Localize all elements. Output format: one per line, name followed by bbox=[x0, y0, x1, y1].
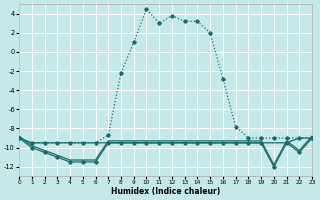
X-axis label: Humidex (Indice chaleur): Humidex (Indice chaleur) bbox=[111, 187, 220, 196]
